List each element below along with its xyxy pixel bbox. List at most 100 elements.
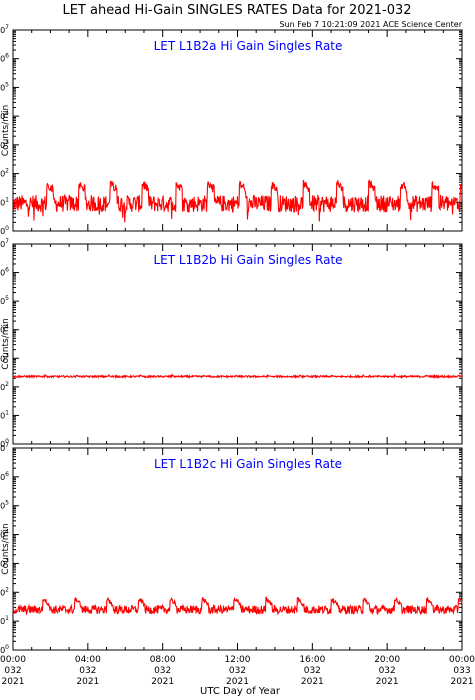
y-tick-base: 10 xyxy=(0,198,5,207)
y-tick-exponent: 7 xyxy=(5,24,9,31)
y-tick-exponent: 6 xyxy=(5,53,9,60)
x-tick-doy-label: 032 xyxy=(154,666,171,676)
y-tick-base: 10 xyxy=(0,170,5,179)
y-tick-label: 100 xyxy=(0,438,9,449)
y-tick-base: 10 xyxy=(0,297,5,306)
y-tick-exponent: 2 xyxy=(5,586,9,593)
y-tick-exponent: 5 xyxy=(5,500,9,507)
y-tick-base: 10 xyxy=(0,531,5,540)
y-tick-label: 105 xyxy=(0,295,9,306)
timestamp-label: Sun Feb 7 10:21:09 2021 ACE Science Cent… xyxy=(280,20,463,29)
y-axis-label: Counts/min xyxy=(1,105,11,156)
x-tick-time-label: 12:00 xyxy=(225,655,251,665)
y-tick-base: 10 xyxy=(0,240,5,249)
x-tick-doy-label: 033 xyxy=(453,666,470,676)
x-tick-time-label: 16:00 xyxy=(299,655,325,665)
y-tick-exponent: 7 xyxy=(5,442,9,449)
x-tick-time-label: 00:00 xyxy=(0,655,26,665)
y-axis-label: Counts/min xyxy=(1,523,11,574)
y-tick-exponent: 3 xyxy=(5,139,9,146)
x-tick-time-label: 04:00 xyxy=(75,655,101,665)
y-tick-base: 10 xyxy=(0,83,5,92)
x-tick-doy-label: 032 xyxy=(4,666,21,676)
y-tick-label: 104 xyxy=(0,529,9,540)
x-tick-year-label: 2021 xyxy=(301,677,324,687)
y-tick-exponent: 0 xyxy=(5,438,9,445)
y-tick-label: 107 xyxy=(0,24,9,35)
y-tick-base: 10 xyxy=(0,141,5,150)
x-tick-year-label: 2021 xyxy=(451,677,474,687)
panel-title: LET L1B2b Hi Gain Singles Rate xyxy=(153,253,342,267)
x-tick-year-label: 2021 xyxy=(376,677,399,687)
panel-title: LET L1B2c Hi Gain Singles Rate xyxy=(154,457,342,471)
y-axis-label: Counts/min xyxy=(1,318,11,369)
x-tick-time-label: 20:00 xyxy=(374,655,400,665)
y-tick-base: 10 xyxy=(0,326,5,335)
y-tick-label: 103 xyxy=(0,352,9,363)
y-tick-exponent: 2 xyxy=(5,381,9,388)
y-tick-label: 105 xyxy=(0,500,9,511)
x-tick-time-label: 00:00 xyxy=(449,655,475,665)
y-tick-label: 106 xyxy=(0,53,9,64)
y-tick-label: 103 xyxy=(0,557,9,568)
y-tick-label: 104 xyxy=(0,110,9,121)
y-tick-label: 106 xyxy=(0,471,9,482)
y-tick-label: 101 xyxy=(0,615,9,626)
y-tick-base: 10 xyxy=(0,354,5,363)
page-title: LET ahead Hi-Gain SINGLES RATES Data for… xyxy=(62,3,411,18)
y-tick-label: 107 xyxy=(0,238,9,249)
y-tick-base: 10 xyxy=(0,473,5,482)
x-tick-time-label: 08:00 xyxy=(150,655,176,665)
y-tick-exponent: 2 xyxy=(5,168,9,175)
y-tick-exponent: 6 xyxy=(5,267,9,274)
panel-title: LET L1B2a Hi Gain Singles Rate xyxy=(154,39,343,53)
x-axis-label: UTC Day of Year xyxy=(200,686,281,697)
y-tick-label: 100 xyxy=(0,225,9,236)
y-tick-base: 10 xyxy=(0,269,5,278)
y-tick-base: 10 xyxy=(0,112,5,121)
x-tick-doy-label: 032 xyxy=(79,666,96,676)
x-tick-year-label: 2021 xyxy=(76,677,99,687)
y-tick-label: 107 xyxy=(0,442,9,453)
y-tick-exponent: 5 xyxy=(5,81,9,88)
y-tick-exponent: 7 xyxy=(5,238,9,245)
x-tick-doy-label: 032 xyxy=(379,666,396,676)
y-tick-base: 10 xyxy=(0,646,5,655)
x-tick-year-label: 2021 xyxy=(2,677,25,687)
y-tick-base: 10 xyxy=(0,55,5,64)
y-tick-base: 10 xyxy=(0,26,5,35)
y-tick-label: 101 xyxy=(0,196,9,207)
y-tick-exponent: 6 xyxy=(5,471,9,478)
plot-frame xyxy=(12,447,463,651)
y-tick-exponent: 1 xyxy=(5,196,9,203)
y-tick-base: 10 xyxy=(0,440,5,449)
y-tick-exponent: 3 xyxy=(5,557,9,564)
y-tick-label: 104 xyxy=(0,324,9,335)
series-line-1 xyxy=(12,596,463,616)
y-tick-exponent: 5 xyxy=(5,295,9,302)
y-tick-exponent: 1 xyxy=(5,409,9,416)
y-tick-exponent: 0 xyxy=(5,225,9,232)
y-tick-label: 100 xyxy=(0,644,9,655)
x-tick-year-label: 2021 xyxy=(226,677,249,687)
y-tick-base: 10 xyxy=(0,502,5,511)
x-tick-doy-label: 032 xyxy=(229,666,246,676)
plot-frame xyxy=(12,243,463,445)
y-tick-base: 10 xyxy=(0,444,5,453)
y-tick-label: 103 xyxy=(0,139,9,150)
y-tick-exponent: 4 xyxy=(5,110,9,117)
y-tick-exponent: 1 xyxy=(5,615,9,622)
y-tick-base: 10 xyxy=(0,617,5,626)
y-tick-exponent: 0 xyxy=(5,644,9,651)
series-line-1 xyxy=(12,373,463,380)
y-tick-base: 10 xyxy=(0,383,5,392)
series-line-1 xyxy=(12,179,463,223)
y-tick-label: 102 xyxy=(0,168,9,179)
x-tick-doy-label: 032 xyxy=(304,666,321,676)
y-tick-exponent: 4 xyxy=(5,529,9,536)
y-tick-label: 101 xyxy=(0,409,9,420)
